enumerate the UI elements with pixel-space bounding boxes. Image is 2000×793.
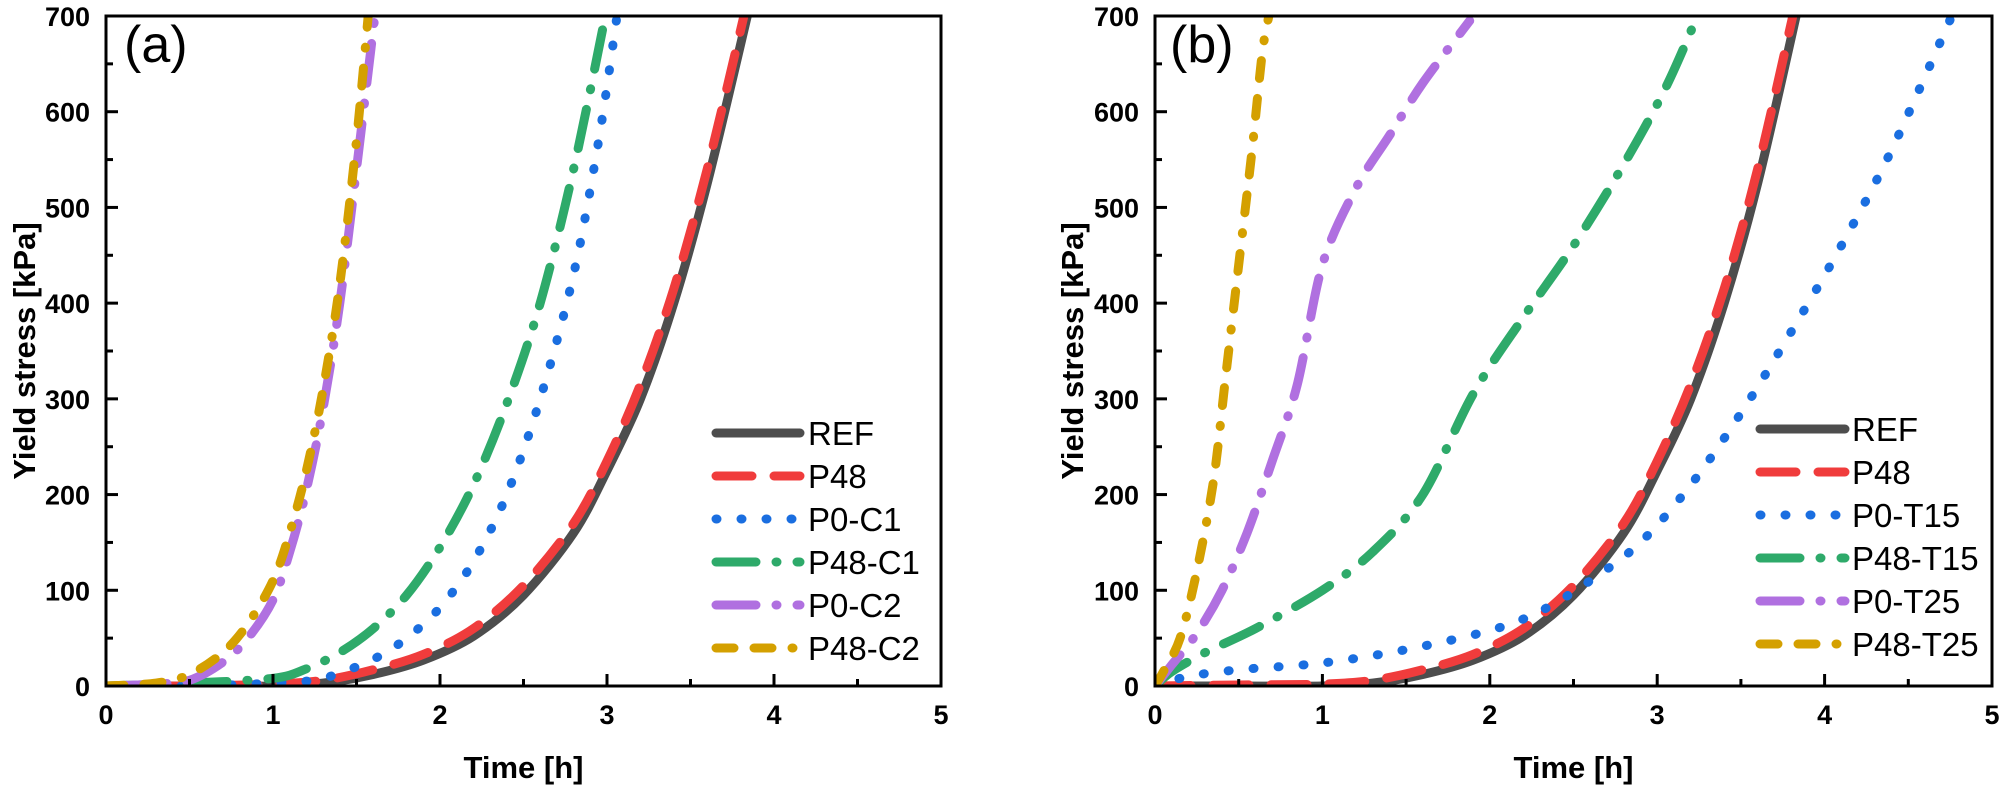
x-tick-label: 1 bbox=[1315, 700, 1330, 730]
series-line-p0-t15 bbox=[1155, 16, 1957, 686]
series-line-p48-c2 bbox=[106, 16, 373, 686]
series-line-p48-t15 bbox=[1155, 16, 1702, 686]
x-axis-title: Time [h] bbox=[1514, 750, 1634, 785]
legend-label: P48-C1 bbox=[808, 544, 920, 581]
legend: REF P48 P0-T15 P48-T15 P0-T25 P48-T25 bbox=[1755, 411, 1979, 663]
legend-item-p0-c2: P0-C2 bbox=[711, 587, 902, 624]
legend-label: P48-T25 bbox=[1852, 626, 1979, 663]
y-tick-label: 400 bbox=[1094, 289, 1139, 319]
x-tick-label: 4 bbox=[1817, 700, 1832, 730]
x-tick-label: 0 bbox=[98, 700, 113, 730]
x-tick-label: 5 bbox=[1984, 700, 1999, 730]
legend: REF P48 P0-C1 P48-C1 P0-C2 P48-C2 bbox=[711, 415, 920, 667]
y-tick-label: 600 bbox=[1094, 98, 1139, 128]
legend-item-p48: P48 bbox=[1755, 454, 1911, 491]
legend-item-p48: P48 bbox=[711, 458, 867, 495]
x-tick-label: 5 bbox=[933, 700, 948, 730]
x-axis-title: Time [h] bbox=[464, 750, 584, 785]
legend-label: P0-T25 bbox=[1852, 583, 1960, 620]
series-line-p0-t25 bbox=[1155, 16, 1475, 686]
y-tick-label: 500 bbox=[1094, 193, 1139, 223]
x-tick-label: 4 bbox=[766, 700, 781, 730]
y-tick-label: 700 bbox=[45, 2, 90, 32]
chart-panel-a: 0 1 2 3 4 5 0 100 200 300 400 500 600 700 Time [h] Yiel… bbox=[7, 2, 949, 785]
series-line-p48 bbox=[106, 16, 749, 686]
y-tick-label: 700 bbox=[1094, 2, 1139, 32]
series-line-p48-t25 bbox=[1155, 16, 1274, 686]
legend-label: P0-C2 bbox=[808, 587, 902, 624]
x-tick-label: 0 bbox=[1147, 700, 1162, 730]
panel-label: (a) bbox=[124, 16, 188, 74]
x-tick-label: 3 bbox=[599, 700, 614, 730]
legend-label: P0-T15 bbox=[1852, 497, 1960, 534]
y-tick-label: 500 bbox=[45, 193, 90, 223]
y-axis-title: Yield stress [kPa] bbox=[7, 222, 42, 479]
x-tick-label: 2 bbox=[432, 700, 447, 730]
y-tick-label: 300 bbox=[1094, 385, 1139, 415]
panel-label: (b) bbox=[1170, 16, 1234, 74]
legend-label: P48 bbox=[1852, 454, 1911, 491]
y-tick-label: 400 bbox=[45, 289, 90, 319]
chart-panel-b: 0 1 2 3 4 5 0 100 200 300 400 500 600 700 Time [h] Yiel… bbox=[1055, 2, 2000, 785]
series-group bbox=[1155, 16, 1957, 686]
legend-item-p48-t15: P48-T15 bbox=[1755, 540, 1979, 577]
x-tick-label: 1 bbox=[265, 700, 280, 730]
legend-label: P48 bbox=[808, 458, 867, 495]
series-group bbox=[106, 16, 752, 686]
legend-item-p0-c1: P0-C1 bbox=[711, 501, 902, 538]
y-tick-label: 300 bbox=[45, 385, 90, 415]
y-tick-label: 100 bbox=[1094, 576, 1139, 606]
y-tick-label: 0 bbox=[1124, 672, 1139, 702]
legend-item-p0-t15: P0-T15 bbox=[1755, 497, 1960, 534]
y-tick-label: 100 bbox=[45, 576, 90, 606]
y-tick-label: 200 bbox=[1094, 481, 1139, 511]
x-tick-label: 2 bbox=[1482, 700, 1497, 730]
legend-label: REF bbox=[808, 415, 874, 452]
legend-label: P48-T15 bbox=[1852, 540, 1979, 577]
x-tick-label: 3 bbox=[1650, 700, 1665, 730]
y-tick-label: 200 bbox=[45, 481, 90, 511]
legend-item-p48-c1: P48-C1 bbox=[711, 544, 920, 581]
legend-label: P0-C1 bbox=[808, 501, 902, 538]
y-axis-title: Yield stress [kPa] bbox=[1055, 222, 1090, 479]
legend-item-ref: REF bbox=[1755, 411, 1918, 448]
legend-label: REF bbox=[1852, 411, 1918, 448]
legend-item-ref: REF bbox=[711, 415, 874, 452]
series-line-p48 bbox=[1155, 16, 1798, 686]
legend-item-p48-c2: P48-C2 bbox=[711, 630, 920, 667]
legend-item-p0-t25: P0-T25 bbox=[1755, 583, 1960, 620]
legend-item-p48-t25: P48-T25 bbox=[1755, 626, 1979, 663]
legend-label: P48-C2 bbox=[808, 630, 920, 667]
y-tick-label: 600 bbox=[45, 98, 90, 128]
series-line-p0-c2 bbox=[106, 16, 380, 686]
y-tick-label: 0 bbox=[75, 672, 90, 702]
